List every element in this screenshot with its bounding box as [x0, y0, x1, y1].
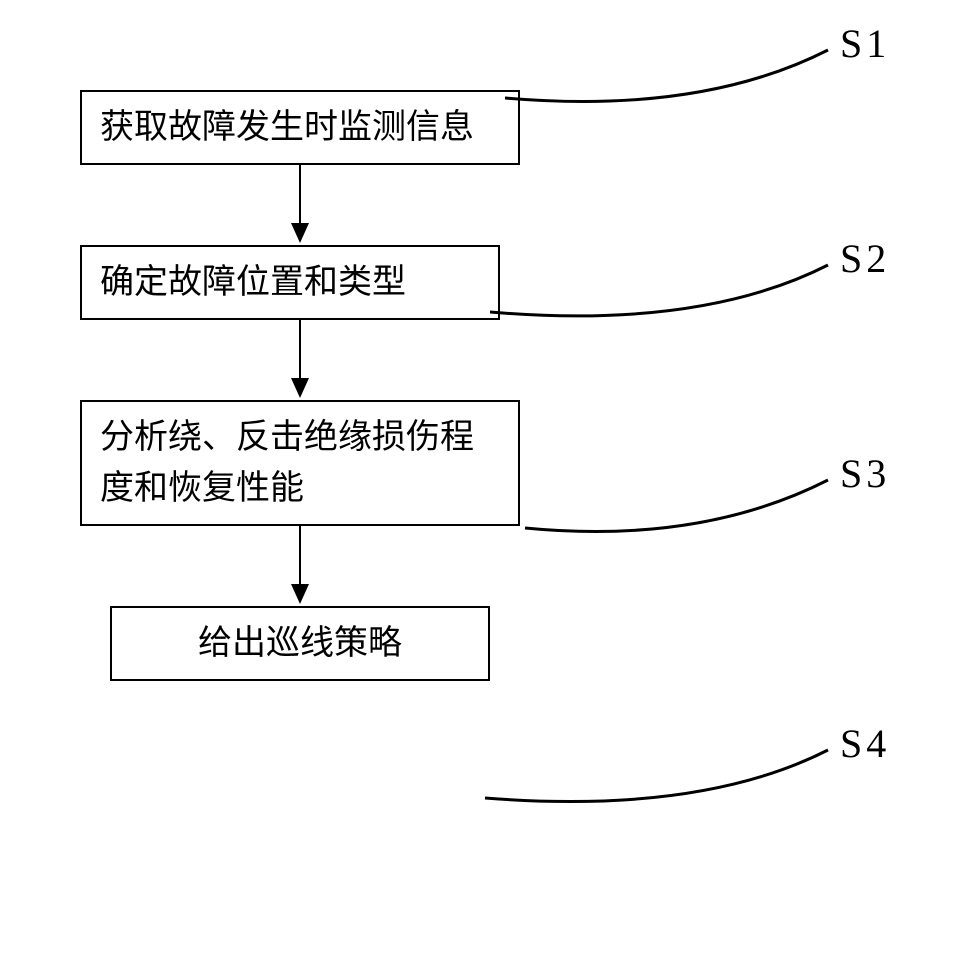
- arrow-head-icon: [291, 378, 309, 398]
- step-1-text: 获取故障发生时监测信息: [100, 109, 474, 146]
- label-s4: S4: [840, 720, 890, 767]
- step-4-text: 给出巡线策略: [198, 625, 402, 662]
- arrow-line-icon: [299, 165, 301, 225]
- step-3: 分析绕、反击绝缘损伤程度和恢复性能: [80, 400, 880, 526]
- step-4: 给出巡线策略: [80, 606, 880, 681]
- arrow-3-4: [80, 526, 520, 606]
- step-3-text: 分析绕、反击绝缘损伤程度和恢复性能: [100, 419, 474, 507]
- step-2-box: 确定故障位置和类型: [80, 245, 500, 320]
- label-s2: S2: [840, 235, 890, 282]
- arrow-head-icon: [291, 584, 309, 604]
- step-3-box: 分析绕、反击绝缘损伤程度和恢复性能: [80, 400, 520, 526]
- arrow-line-icon: [299, 526, 301, 586]
- label-s3: S3: [840, 450, 890, 497]
- label-s2-text: S2: [840, 236, 890, 281]
- step-1: 获取故障发生时监测信息: [80, 90, 880, 165]
- label-s1-text: S1: [840, 21, 890, 66]
- arrow-head-icon: [291, 223, 309, 243]
- arrow-1-2: [80, 165, 520, 245]
- step-2: 确定故障位置和类型: [80, 245, 880, 320]
- flowchart-container: 获取故障发生时监测信息 确定故障位置和类型 分析绕、反击绝缘损伤程度和恢复性能 …: [80, 90, 880, 681]
- curve-s4: [485, 750, 828, 802]
- label-s3-text: S3: [840, 451, 890, 496]
- step-4-box: 给出巡线策略: [110, 606, 490, 681]
- step-2-text: 确定故障位置和类型: [100, 264, 406, 301]
- label-s4-text: S4: [840, 721, 890, 766]
- label-s1: S1: [840, 20, 890, 67]
- step-1-box: 获取故障发生时监测信息: [80, 90, 520, 165]
- arrow-line-icon: [299, 320, 301, 380]
- arrow-2-3: [80, 320, 520, 400]
